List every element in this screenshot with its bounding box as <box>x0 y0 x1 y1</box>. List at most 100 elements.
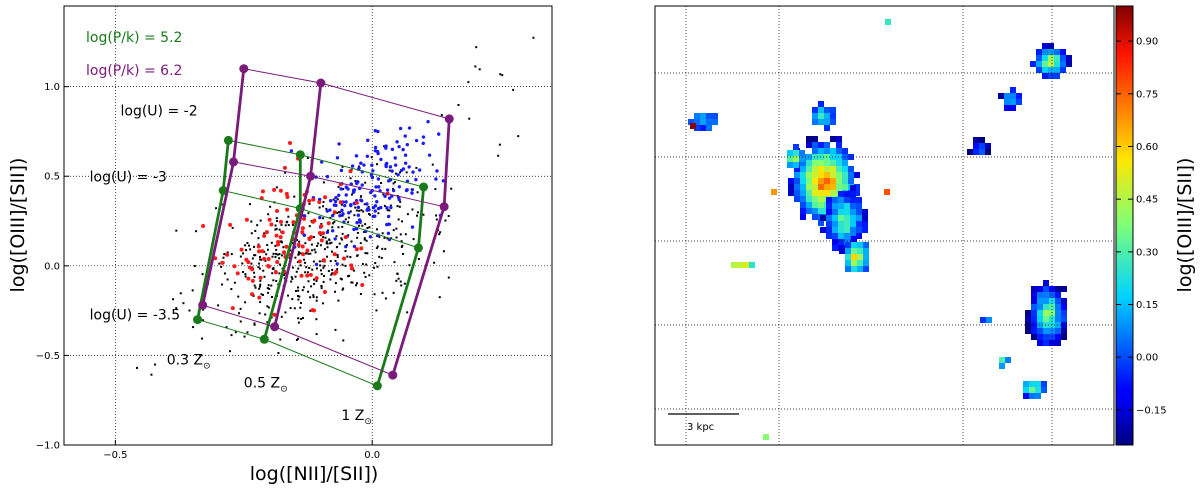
black-point <box>277 352 280 355</box>
map-pixel <box>838 239 844 245</box>
black-point <box>330 241 333 244</box>
map-pixel <box>812 208 818 214</box>
red-point <box>225 252 230 257</box>
red-point <box>280 230 285 235</box>
map-pixel <box>850 209 856 215</box>
black-point <box>250 262 253 265</box>
blue-point <box>421 135 426 139</box>
map-pixel <box>826 197 832 203</box>
map-pixel <box>806 178 812 184</box>
map-pixel <box>712 119 718 125</box>
colorbar-label: log([OIII]/[SII]) <box>1174 158 1196 293</box>
map-pixel <box>1055 334 1061 340</box>
black-point <box>274 255 277 258</box>
black-point <box>223 272 226 275</box>
map-pixel <box>806 160 812 166</box>
black-point <box>512 88 515 91</box>
blue-point <box>325 174 330 179</box>
black-point <box>295 338 298 341</box>
black-point <box>327 269 330 272</box>
map-pixel <box>818 190 824 196</box>
scale-bar: 3 kpc <box>668 413 739 433</box>
map-pixel <box>979 137 985 143</box>
left-gridlines <box>64 6 552 446</box>
map-pixel <box>824 190 830 196</box>
black-point <box>253 254 256 257</box>
map-pixel <box>818 172 824 178</box>
black-point <box>322 217 325 220</box>
map-pixel <box>818 101 824 107</box>
black-point <box>363 271 366 274</box>
black-point <box>412 238 415 241</box>
black-point <box>341 165 344 168</box>
red-point <box>312 218 317 223</box>
black-point <box>320 222 323 225</box>
black-point <box>282 246 285 249</box>
map-pixel <box>688 119 694 125</box>
black-point <box>275 186 278 189</box>
map-pixel <box>694 119 700 125</box>
black-point <box>195 230 198 233</box>
map-pixel <box>836 142 842 148</box>
black-point <box>408 264 411 267</box>
map-pixel <box>1031 310 1037 316</box>
black-point <box>259 258 262 261</box>
map-pixel <box>826 203 832 209</box>
red-point <box>285 194 290 199</box>
black-point <box>313 236 316 239</box>
blue-point <box>376 185 381 189</box>
black-point <box>250 232 253 235</box>
black-point <box>293 195 296 198</box>
blue-point <box>346 187 350 191</box>
map-pixel <box>1043 298 1049 304</box>
black-point <box>299 252 302 255</box>
black-point <box>341 232 344 235</box>
black-point <box>345 243 348 246</box>
black-point <box>326 229 329 232</box>
map-pixel <box>1043 340 1049 346</box>
red-point <box>266 263 271 268</box>
black-point <box>322 181 325 184</box>
map-pixel <box>826 233 832 239</box>
black-point <box>267 213 270 216</box>
map-pixel <box>1055 298 1061 304</box>
colorbar-tick-label: 0.45 <box>1136 195 1158 206</box>
map-pixel <box>812 196 818 202</box>
black-point <box>438 233 441 236</box>
map-pixel <box>851 266 857 272</box>
map-pixel <box>830 172 836 178</box>
black-point <box>377 212 380 215</box>
black-point <box>226 278 229 281</box>
black-point <box>253 275 256 278</box>
red-point <box>266 256 271 261</box>
map-pixel <box>806 184 812 190</box>
black-point <box>402 252 405 255</box>
blue-point <box>395 140 399 144</box>
black-point <box>431 163 434 166</box>
black-point <box>226 251 229 254</box>
map-pixel <box>812 160 818 166</box>
map-pixel <box>1037 292 1043 298</box>
black-point <box>340 278 343 281</box>
black-point <box>326 255 329 258</box>
black-point <box>321 302 324 305</box>
black-point <box>246 331 249 334</box>
red-point <box>319 224 324 229</box>
black-point <box>279 338 282 341</box>
red-point <box>296 242 301 247</box>
red-point <box>305 273 310 278</box>
model-node <box>419 182 429 192</box>
legend: log(P/k) = 5.2 log(P/k) = 6.2 <box>86 30 182 79</box>
map-pixel <box>700 125 706 131</box>
map-pixel <box>836 184 842 190</box>
left-panel: −0.5 0.0−1.0−0.50.00.51.0 log(U) = -2log(… <box>7 5 553 485</box>
map-pixel <box>824 142 830 148</box>
black-point <box>362 210 365 213</box>
black-point <box>342 339 345 342</box>
map-pixel <box>1031 286 1037 292</box>
black-point <box>361 263 364 266</box>
blue-point <box>366 138 370 143</box>
map-pixel <box>973 137 979 143</box>
blue-point <box>335 156 340 160</box>
black-point <box>350 281 353 284</box>
